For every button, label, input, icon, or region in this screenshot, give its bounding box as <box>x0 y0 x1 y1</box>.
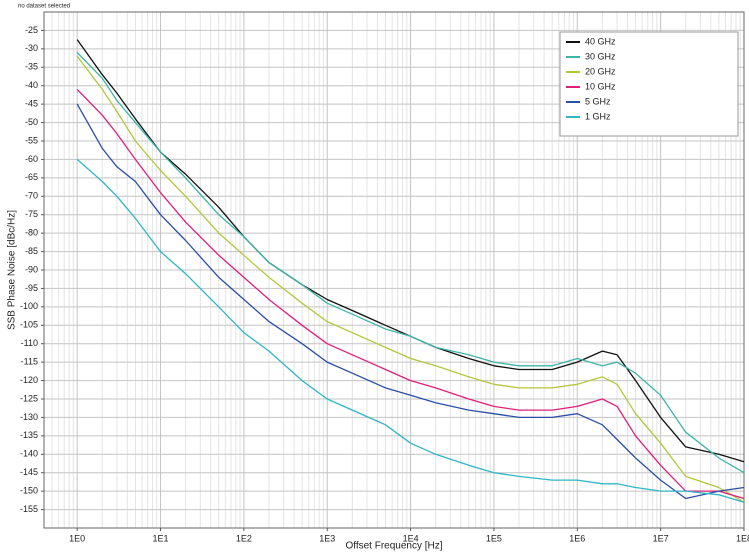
x-tick-label: 1E1 <box>153 533 169 543</box>
plot-frame <box>43 11 745 529</box>
y-tick-label: -25 <box>25 25 38 35</box>
y-tick-label: -95 <box>25 283 38 293</box>
series-line <box>76 55 745 503</box>
y-tick-label: -55 <box>25 135 38 145</box>
legend-label: 5 GHz <box>585 96 611 106</box>
y-tick-label: -155 <box>20 504 38 514</box>
y-tick-label: -75 <box>25 209 38 219</box>
y-tick-label: -30 <box>25 43 38 53</box>
y-tick-label: -50 <box>25 117 38 127</box>
legend-label: 30 GHz <box>585 51 616 61</box>
x-tick-label: 1E4 <box>403 533 419 543</box>
y-tick-label: -100 <box>20 301 38 311</box>
y-axis-label: SSB Phase Noise [dBc/Hz] <box>7 210 18 330</box>
y-tick-label: -110 <box>21 338 38 348</box>
y-tick-label: -105 <box>20 320 38 330</box>
x-axis-label: Offset Frequency [Hz] <box>345 541 442 552</box>
legend-label: 40 GHz <box>585 36 616 46</box>
x-tick-label: 1E0 <box>69 533 85 543</box>
y-tick-label: -40 <box>25 80 38 90</box>
series-line <box>76 88 745 500</box>
legend-label: 1 GHz <box>585 111 611 121</box>
series-line <box>76 103 745 500</box>
y-tick-label: -90 <box>25 264 38 274</box>
legend-label: 20 GHz <box>585 66 616 76</box>
chart-title: no dataset selected <box>18 4 70 10</box>
y-tick-label: -150 <box>20 486 38 496</box>
x-tick-label: 1E2 <box>236 533 252 543</box>
series-line <box>76 52 745 474</box>
y-tick-label: -115 <box>21 357 38 367</box>
y-tick-label: -70 <box>25 191 38 201</box>
y-tick-label: -130 <box>20 412 38 422</box>
y-tick-label: -65 <box>25 172 38 182</box>
y-tick-label: -60 <box>25 154 38 164</box>
series-line <box>76 158 745 503</box>
y-tick-label: -145 <box>20 467 38 477</box>
y-tick-label: -135 <box>20 430 38 440</box>
y-tick-label: -140 <box>20 449 38 459</box>
x-tick-label: 1E3 <box>319 533 335 543</box>
x-tick-label: 1E8 <box>736 533 749 543</box>
y-tick-label: -85 <box>25 246 38 256</box>
y-tick-label: -80 <box>25 228 38 238</box>
y-tick-label: -125 <box>20 393 38 403</box>
x-tick-label: 1E7 <box>653 533 669 543</box>
legend-box <box>559 31 739 137</box>
x-tick-label: 1E6 <box>569 533 585 543</box>
legend-label: 10 GHz <box>585 81 616 91</box>
x-tick-label: 1E5 <box>486 533 502 543</box>
y-tick-label: -120 <box>20 375 38 385</box>
y-tick-label: -45 <box>25 99 38 109</box>
y-tick-label: -35 <box>25 62 38 72</box>
